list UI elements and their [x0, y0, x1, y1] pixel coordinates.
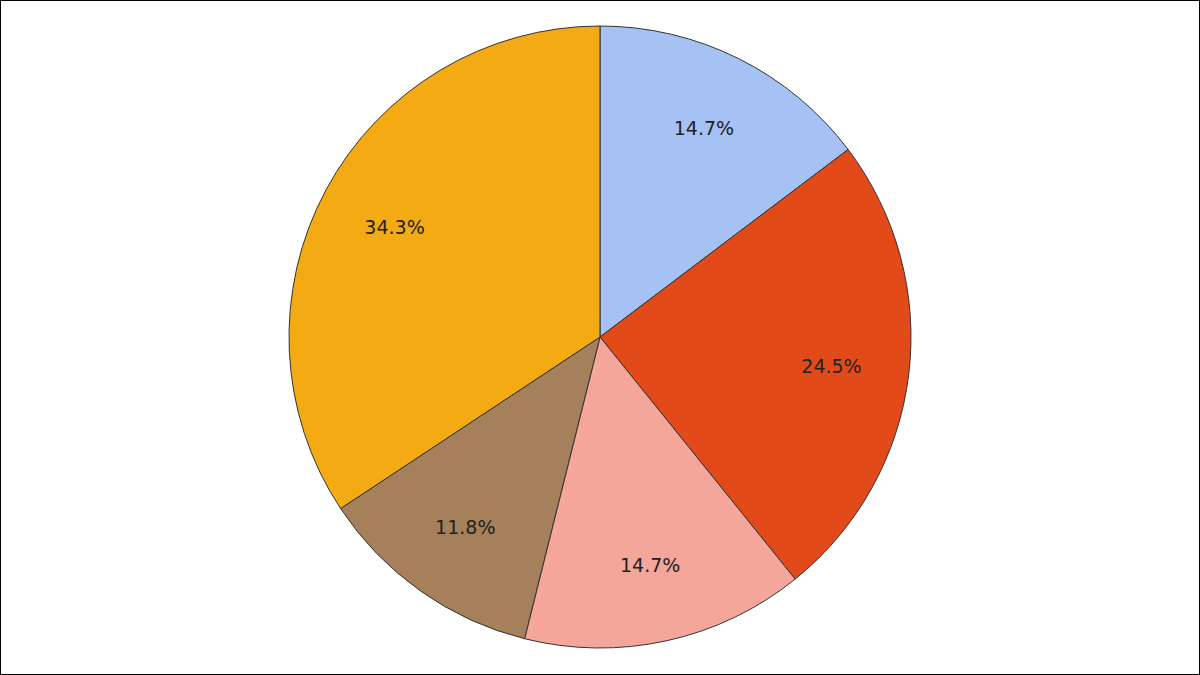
data-label: 24.5%	[801, 355, 861, 377]
frame	[1, 1, 1200, 675]
data-label: 14.7%	[674, 117, 734, 139]
slices	[289, 26, 911, 648]
data-label: 11.8%	[435, 516, 495, 538]
pie-slice	[289, 26, 600, 509]
chart-svg: 14.7% 24.5% 14.7% 11.8% 34.3%	[0, 0, 1200, 675]
data-label: 34.3%	[364, 216, 424, 238]
data-labels: 14.7% 24.5% 14.7% 11.8% 34.3%	[364, 117, 861, 576]
data-label: 14.7%	[620, 554, 680, 576]
chart-container: 14.7% 24.5% 14.7% 11.8% 34.3%	[0, 0, 1200, 675]
